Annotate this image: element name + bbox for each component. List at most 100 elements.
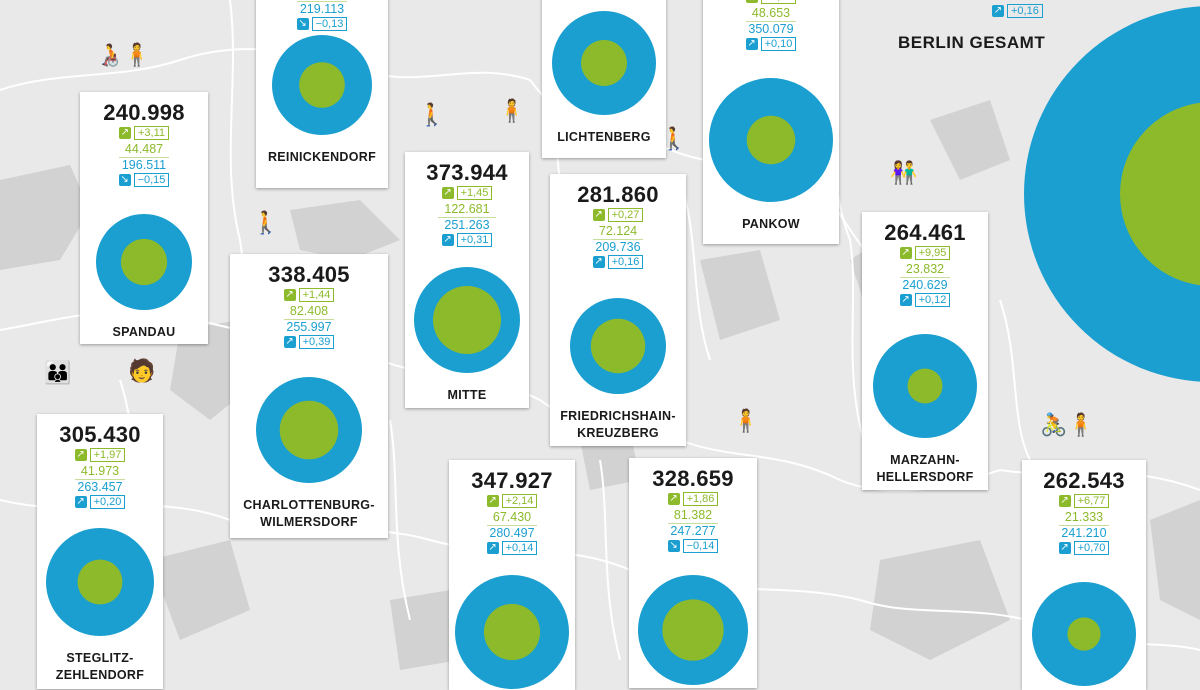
district-circles <box>1032 582 1136 686</box>
up-arrow-icon: ↗ <box>441 234 454 246</box>
people-illustration-mitte: 🚶 <box>418 102 446 127</box>
change-b-value: −0,14 <box>682 539 719 553</box>
change-a-row: ↗ +0,27 <box>550 208 686 222</box>
inner-circle-reinickendorf <box>299 62 345 108</box>
district-circles <box>638 575 748 685</box>
value-a: 21.333 <box>1058 510 1110 526</box>
value-b: 247.277 <box>670 524 716 538</box>
change-b-value: +0,14 <box>501 541 538 555</box>
change-b-row: ↘ −0,14 <box>629 539 757 553</box>
value-a: 81.382 <box>667 508 719 524</box>
district-card-spandau: 240.998 ↗ +3,11 44.487 196.511 ↘ −0,15 SPANDAU <box>80 92 208 344</box>
district-circles <box>570 298 666 394</box>
value-b: 241.210 <box>1061 526 1107 540</box>
inner-circle-treptow <box>1067 617 1101 651</box>
change-b-row: ↘ −0,13 <box>256 17 388 31</box>
district-figures: 347.927 ↗ +2,14 67.430 280.497 ↗ +0,14 <box>449 468 575 555</box>
berlin-total-circle <box>1024 6 1200 382</box>
change-a-value: +1,86 <box>682 492 719 506</box>
district-circles <box>709 78 833 202</box>
district-total: 347.927 <box>471 468 553 493</box>
change-b-value: +0,39 <box>298 335 335 349</box>
district-card-tempelhof: 347.927 ↗ +2,14 67.430 280.497 ↗ +0,14 <box>449 460 575 690</box>
district-total: 373.944 <box>426 160 508 185</box>
berlin-inner-circle <box>1120 102 1200 286</box>
value-a: 82.408 <box>283 304 335 320</box>
down-arrow-icon: ↘ <box>667 540 680 552</box>
up-arrow-icon: ↗ <box>486 495 499 507</box>
district-card-friedrichshain: 281.860 ↗ +0,27 72.124 209.736 ↗ +0,16 FRIEDRIC… <box>550 174 686 446</box>
district-card-steglitz: 305.430 ↗ +1,97 41.973 263.457 ↗ +0,20 STEGLITZ… <box>37 414 163 689</box>
value-b: 350.079 <box>748 22 794 36</box>
district-name: LICHTENBERG <box>557 130 651 144</box>
district-total: 281.860 <box>577 182 659 207</box>
district-card-lichtenberg: ↗+0,18LICHTENBERG <box>542 0 666 158</box>
district-figures: 338.405 ↗ +1,44 82.408 255.997 ↗ +0,39 <box>230 262 388 349</box>
change-b-row: ↗ +0,31 <box>405 233 529 247</box>
district-name: STEGLITZ- ZEHLENDORF <box>55 651 145 682</box>
value-b: 196.511 <box>121 158 167 172</box>
district-card-treptow: 262.543 ↗ +6,77 21.333 241.210 ↗ +0,70 <box>1022 460 1146 690</box>
district-name: FRIEDRICHSHAIN- KREUZBERG <box>560 409 676 440</box>
value-a: 48.653 <box>745 6 797 22</box>
district-name: CHARLOTTENBURG- WILMERSDORF <box>243 498 375 529</box>
inner-circle-tempelhof <box>483 603 541 661</box>
district-name: MARZAHN- HELLERSDORF <box>876 453 974 484</box>
change-b-value: +0,10 <box>760 37 797 51</box>
change-b-row: ↘ −0,15 <box>80 173 208 187</box>
change-b-value: +0,20 <box>89 495 126 509</box>
district-card-mitte: 373.944 ↗ +1,45 122.681 251.263 ↗ +0,31 MITTE <box>405 152 529 408</box>
inner-circle-lichtenberg <box>581 40 627 86</box>
up-arrow-icon: ↗ <box>1058 495 1071 507</box>
district-figures: 305.430 ↗ +1,97 41.973 263.457 ↗ +0,20 <box>37 422 163 509</box>
change-a-row: ↗ +1,86 <box>629 492 757 506</box>
change-b-row: ↗ +0,10 <box>703 37 839 51</box>
value-b: 255.997 <box>286 320 332 334</box>
value-b: 263.457 <box>77 480 123 494</box>
district-circles <box>272 35 372 135</box>
up-arrow-icon: ↗ <box>486 542 499 554</box>
up-arrow-icon: ↗ <box>745 0 758 3</box>
change-b-value: +0,31 <box>456 233 493 247</box>
inner-circle-steglitz <box>77 559 123 605</box>
district-circles <box>96 214 192 310</box>
berlin-change-value: +0,16 <box>1007 4 1043 18</box>
district-name: MITTE <box>447 388 487 402</box>
berlin-outer-circle <box>1024 6 1200 382</box>
district-figures: 373.944 ↗ +1,45 122.681 251.263 ↗ +0,31 <box>405 160 529 247</box>
up-arrow-icon: ↗ <box>992 5 1004 17</box>
inner-circle-mitte <box>432 285 502 355</box>
district-figures: 43.570219.113↘−0,13 <box>256 0 388 31</box>
change-a-row: ↗+2,03 <box>703 0 839 4</box>
value-a: 44.487 <box>118 142 170 158</box>
change-a-row: ↗ +3,11 <box>80 126 208 140</box>
district-card-marzahn: 264.461 ↗ +9,95 23.832 240.629 ↗ +0,12 MARZAHN-… <box>862 212 988 490</box>
people-illustration-steglitz: 👪 <box>44 360 72 385</box>
change-a-row: ↗ +1,97 <box>37 448 163 462</box>
value-b: 280.497 <box>489 526 535 540</box>
change-a-row: ↗ +9,95 <box>862 246 988 260</box>
down-arrow-icon: ↘ <box>118 174 131 186</box>
value-b: 209.736 <box>595 240 641 254</box>
district-total: 240.998 <box>103 100 185 125</box>
value-a: 67.430 <box>486 510 538 526</box>
up-arrow-icon: ↗ <box>74 496 87 508</box>
change-a-value: +1,45 <box>456 186 493 200</box>
value-a: 23.832 <box>899 262 951 278</box>
people-illustration-lichtenberg: 🚶 <box>660 126 688 151</box>
change-a-row: ↗ +2,14 <box>449 494 575 508</box>
inner-circle-marzahn <box>907 368 943 404</box>
people-illustration-treptow: 🚴🧍 <box>1040 412 1095 437</box>
inner-circle-friedrichshain <box>590 318 646 374</box>
district-name: REINICKENDORF <box>267 150 377 164</box>
change-b-row: ↗ +0,12 <box>862 293 988 307</box>
people-illustration-neukoelln: 🧍 <box>732 408 760 433</box>
district-circles <box>552 11 656 115</box>
inner-circle-spandau <box>120 238 168 286</box>
change-b-value: −0,13 <box>311 17 348 31</box>
up-arrow-icon: ↗ <box>899 294 912 306</box>
people-illustration-steglitz-2: 🧑 <box>128 358 156 383</box>
berlin-change: ↗ +0,16 <box>992 4 1043 18</box>
